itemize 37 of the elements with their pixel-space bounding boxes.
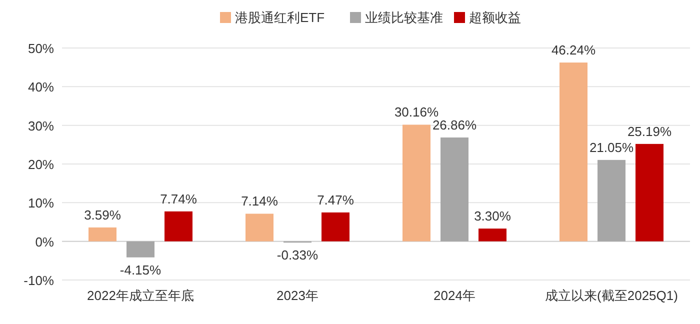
bar <box>164 211 192 242</box>
legend-label: 港股通红利ETF <box>235 10 325 25</box>
data-label: 3.30% <box>474 208 512 224</box>
data-label: -4.15% <box>120 262 162 278</box>
y-tick-label: 30% <box>28 118 54 134</box>
bar <box>126 241 154 258</box>
x-tick-label: 2024年 <box>434 288 476 303</box>
bar <box>560 62 588 242</box>
bar <box>636 144 664 242</box>
y-tick-label: 10% <box>28 196 54 211</box>
x-tick-label: 2023年 <box>276 288 318 303</box>
bar <box>88 227 116 242</box>
data-label: 25.19% <box>627 124 672 139</box>
bar <box>440 137 468 242</box>
bar <box>478 228 506 242</box>
data-label: 26.86% <box>432 117 477 132</box>
y-tick-label: 50% <box>28 41 54 56</box>
bar <box>402 124 430 242</box>
data-label: 30.16% <box>394 104 439 120</box>
data-label: 7.14% <box>241 194 278 209</box>
data-label: 3.59% <box>84 207 122 222</box>
bar <box>246 214 274 242</box>
legend-label: 业绩比较基准 <box>365 10 443 25</box>
data-label: 21.05% <box>589 140 634 155</box>
data-label: 7.47% <box>317 192 354 208</box>
bar <box>598 160 626 242</box>
legend-label: 超额收益 <box>469 10 521 25</box>
data-label: 46.24% <box>551 42 596 58</box>
y-tick-label: 40% <box>28 80 54 95</box>
x-tick-label: 成立以来(截至2025Q1) <box>545 288 678 303</box>
y-tick-label: -10% <box>24 273 54 288</box>
data-label: 7.74% <box>160 191 198 206</box>
x-tick-label: 2022年成立至年底 <box>87 288 194 303</box>
bar <box>322 212 350 242</box>
y-tick-label: 20% <box>28 157 54 172</box>
data-label: -0.33% <box>276 248 319 263</box>
y-tick-label: 0% <box>35 234 54 250</box>
